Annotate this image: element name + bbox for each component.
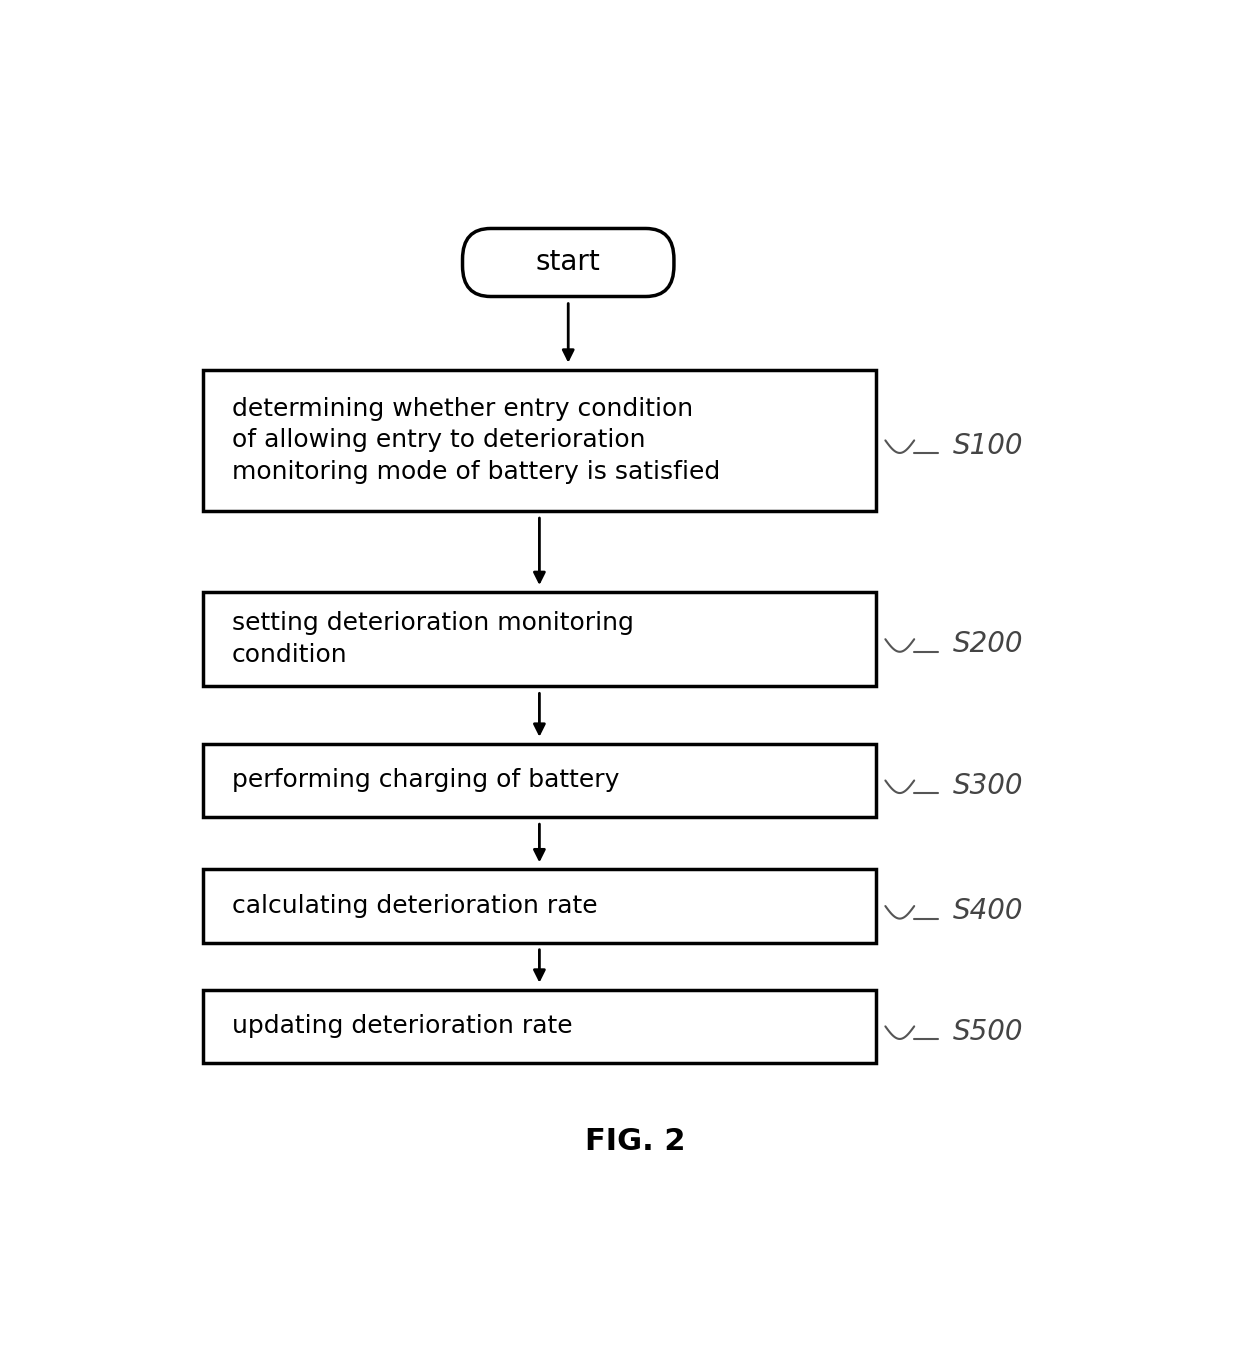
Text: S400: S400 xyxy=(952,897,1023,925)
Bar xyxy=(203,870,875,943)
Text: S200: S200 xyxy=(952,631,1023,659)
Text: setting deterioration monitoring
condition: setting deterioration monitoring conditi… xyxy=(232,612,634,667)
Text: start: start xyxy=(536,249,600,276)
Text: S300: S300 xyxy=(952,772,1023,799)
Text: FIG. 2: FIG. 2 xyxy=(585,1127,686,1157)
Text: performing charging of battery: performing charging of battery xyxy=(232,768,619,792)
Bar xyxy=(203,593,875,686)
Text: determining whether entry condition
of allowing entry to deterioration
monitorin: determining whether entry condition of a… xyxy=(232,397,720,484)
Text: S500: S500 xyxy=(952,1018,1023,1045)
Bar xyxy=(203,743,875,817)
Text: updating deterioration rate: updating deterioration rate xyxy=(232,1014,573,1038)
Text: calculating deterioration rate: calculating deterioration rate xyxy=(232,894,598,919)
Text: S100: S100 xyxy=(952,432,1023,459)
Bar xyxy=(203,989,875,1063)
Bar xyxy=(203,370,875,511)
FancyBboxPatch shape xyxy=(463,228,675,296)
